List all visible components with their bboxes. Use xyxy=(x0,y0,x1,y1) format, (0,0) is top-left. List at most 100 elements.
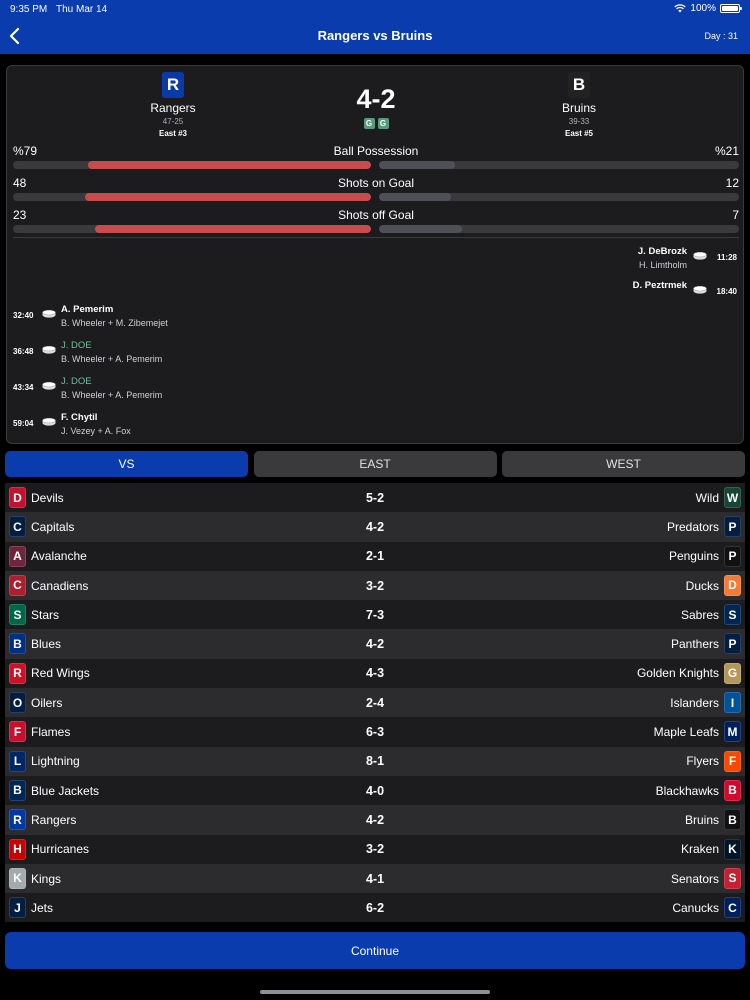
away-team-name: Blackhawks xyxy=(655,783,719,798)
away-team-logo: M xyxy=(724,721,741,743)
home-team-logo: D xyxy=(9,487,26,508)
home-team-logo: C xyxy=(9,574,26,596)
result-score: 4-0 xyxy=(365,783,385,798)
result-row[interactable]: J Jets 6-2 Canucks C xyxy=(5,893,745,923)
stat-away-bar xyxy=(379,161,739,169)
away-team-logo: I xyxy=(724,692,741,714)
home-team-name: Lightning xyxy=(31,754,80,769)
day-counter: Day : 31 xyxy=(704,31,738,41)
tab-east[interactable]: EAST xyxy=(253,451,497,477)
home-team-name: Rangers xyxy=(150,101,196,115)
home-team-logo: R xyxy=(162,72,184,98)
divider xyxy=(13,237,739,238)
home-team-logo: C xyxy=(9,516,26,538)
away-team-record: 39-33 xyxy=(568,117,590,126)
hockey-puck-icon xyxy=(42,418,56,426)
goal-time: 32:40 xyxy=(13,311,34,320)
home-team-name: Capitals xyxy=(31,519,75,534)
result-row[interactable]: A Avalanche 2-1 Penguins P xyxy=(5,541,745,571)
away-team-logo: C xyxy=(724,897,741,919)
away-team-name: Predators xyxy=(666,519,719,534)
away-team-logo: W xyxy=(724,487,741,508)
goal-time: 36:48 xyxy=(13,347,34,356)
stat-label: Shots on Goal xyxy=(337,176,415,190)
page-title: Rangers vs Bruins xyxy=(317,28,433,43)
result-row[interactable]: R Rangers 4-2 Bruins B xyxy=(5,805,745,835)
hockey-puck-icon xyxy=(693,252,707,260)
goal-time: 11:28 xyxy=(716,253,737,262)
tab-vs[interactable]: VS xyxy=(5,451,248,477)
away-team-name: Sabres xyxy=(680,607,719,622)
away-team-logo: B xyxy=(724,779,741,801)
result-row[interactable]: B Blue Jackets 4-0 Blackhawks B xyxy=(5,775,745,806)
home-indicator xyxy=(260,990,490,994)
top-bar: 9:35 PM Thu Mar 14 100% Rangers vs Bruin… xyxy=(0,0,750,54)
goal-time: 43:34 xyxy=(13,383,34,392)
result-score: 2-1 xyxy=(365,549,385,564)
home-team-name: Hurricanes xyxy=(31,842,90,857)
home-team-name: Devils xyxy=(31,490,64,505)
stat-away-bar xyxy=(379,193,739,201)
continue-button[interactable]: Continue xyxy=(5,932,745,969)
away-team-logo: B xyxy=(724,809,741,831)
result-row[interactable]: L Lightning 8-1 Flyers F xyxy=(5,746,745,776)
result-score: 7-3 xyxy=(365,607,385,622)
goal-assists: J. Vezey + A. Fox xyxy=(61,426,131,436)
home-team-name: Stars xyxy=(31,607,60,622)
goal-badge: G xyxy=(377,118,389,129)
result-score: 5-2 xyxy=(365,490,385,505)
result-row[interactable]: C Capitals 4-2 Predators P xyxy=(5,512,745,542)
away-team-logo: F xyxy=(724,750,741,772)
home-team-name: Canadiens xyxy=(31,578,89,593)
away-team-name: Canucks xyxy=(672,900,719,915)
stat-home-bar xyxy=(13,193,371,201)
away-team-logo: G xyxy=(724,662,741,684)
result-row[interactable]: S Stars 7-3 Sabres S xyxy=(5,600,745,630)
status-time: 9:35 PM xyxy=(10,4,48,15)
away-team-name: Wild xyxy=(695,490,719,505)
home-team-name: Red Wings xyxy=(31,666,90,681)
stat-home-bar xyxy=(13,225,371,233)
tab-west[interactable]: WEST xyxy=(502,451,745,477)
result-row[interactable]: R Red Wings 4-3 Golden Knights G xyxy=(5,658,745,689)
result-score: 2-4 xyxy=(365,695,385,710)
result-row[interactable]: D Devils 5-2 Wild W xyxy=(5,483,745,513)
home-team-logo: F xyxy=(9,721,26,743)
away-team-name: Maple Leafs xyxy=(653,725,719,740)
home-team-logo: B xyxy=(9,633,26,655)
home-team-record: 47-25 xyxy=(162,117,184,126)
stat-away-value: %21 xyxy=(714,144,739,158)
away-team-name: Flyers xyxy=(686,754,719,769)
away-team-name: Penguins xyxy=(668,549,719,564)
result-row[interactable]: F Flames 6-3 Maple Leafs M xyxy=(5,717,745,747)
goal-time: 18:40 xyxy=(716,287,737,296)
away-team-name: Golden Knights xyxy=(636,666,719,681)
home-team-logo: R xyxy=(9,662,26,684)
result-row[interactable]: O Oilers 2-4 Islanders I xyxy=(5,688,745,718)
results-list: D Devils 5-2 Wild W C Capitals 4-2 Predators P A Av… xyxy=(5,483,745,923)
status-indicators: 100% xyxy=(674,3,742,14)
goal-scorer: A. Pemerim xyxy=(61,304,114,315)
home-team-logo: K xyxy=(9,867,26,889)
chevron-left-icon[interactable] xyxy=(6,25,24,47)
away-team-name: Ducks xyxy=(685,578,719,593)
result-row[interactable]: H Hurricanes 3-2 Kraken K xyxy=(5,834,745,864)
stat-row: 23 Shots off Goal 7 xyxy=(13,208,739,236)
result-row[interactable]: B Blues 4-2 Panthers P xyxy=(5,629,745,659)
home-team-logo: A xyxy=(9,545,26,567)
away-team-logo: P xyxy=(724,545,741,567)
result-row[interactable]: K Kings 4-1 Senators S xyxy=(5,863,745,894)
stat-away-value: 7 xyxy=(732,208,739,222)
result-score: 3-2 xyxy=(365,578,385,593)
hockey-puck-icon xyxy=(42,346,56,354)
home-team-logo: S xyxy=(9,604,26,626)
home-team-name: Kings xyxy=(31,871,62,886)
result-score: 8-1 xyxy=(365,754,385,769)
match-score: 4-2 xyxy=(356,84,396,114)
away-team-logo: P xyxy=(724,633,741,655)
result-row[interactable]: C Canadiens 3-2 Ducks D xyxy=(5,570,745,601)
wifi-icon xyxy=(674,4,687,13)
goal-scorer: J. DeBrozk xyxy=(637,246,687,257)
